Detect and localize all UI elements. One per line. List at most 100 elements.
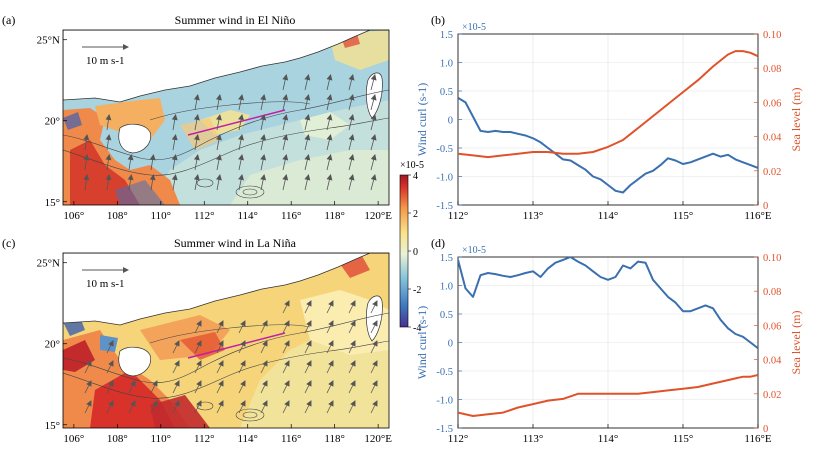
wind-vector <box>326 174 333 191</box>
wind-vector <box>106 340 114 354</box>
wind-vector <box>348 380 356 394</box>
ytick-right-label: 0 <box>763 201 768 212</box>
wind-vectors-a <box>83 74 377 191</box>
ytick-left-label: -1.0 <box>436 173 453 184</box>
wind-vector <box>260 320 268 334</box>
wind-vector <box>194 380 202 394</box>
wind-vector <box>348 400 356 414</box>
wind-vector <box>260 94 267 111</box>
wind-vector <box>216 340 224 354</box>
ytick-right-label: 0.04 <box>763 356 782 367</box>
wind-vector <box>370 114 377 131</box>
wind-vector <box>215 134 222 151</box>
map-xtick-label: 110° <box>151 210 172 222</box>
wind-vector <box>348 94 355 111</box>
wind-vector <box>238 400 246 414</box>
wind-vector <box>216 360 224 374</box>
wind-vector <box>282 174 289 191</box>
wind-vector <box>83 154 90 171</box>
ytick-right-label: 0.08 <box>763 64 781 75</box>
wind-vector <box>348 360 356 374</box>
wind-vector <box>216 380 224 394</box>
wind-vector <box>215 154 222 171</box>
wind-vector <box>83 134 90 151</box>
xtick-label: 116°E <box>744 433 771 445</box>
panel-label-b: (b) <box>431 13 445 27</box>
wind-vector <box>106 400 114 414</box>
wind-vector <box>348 154 355 171</box>
wind-vector <box>194 400 202 414</box>
wind-vector <box>127 154 134 171</box>
map-xtick-label: 110° <box>151 433 172 445</box>
ytick-left-label: -0.5 <box>436 367 453 378</box>
wind-vector <box>128 400 136 414</box>
map-xtick-label: 116° <box>281 433 302 445</box>
wind-vector <box>370 400 378 414</box>
panel-label-a: (a) <box>2 13 15 27</box>
wind-vector <box>304 360 312 374</box>
wind-vector <box>260 380 268 394</box>
wind-vector <box>326 94 333 111</box>
wind-vector <box>326 400 334 414</box>
map-xtick-label: 108° <box>107 210 128 222</box>
wind-vector <box>304 134 311 151</box>
map-xtick-label: 118° <box>324 433 345 445</box>
map-ytick-label: 25°N <box>37 35 60 47</box>
wind-vector <box>260 400 268 414</box>
hainan-island-c <box>118 346 151 377</box>
wind-vector <box>282 380 290 394</box>
wind-vector <box>260 114 267 131</box>
wind-vector <box>326 74 333 91</box>
ytick-right-label: 0.06 <box>763 321 781 332</box>
wind-vector <box>238 380 246 394</box>
ytick-left-label: -1.5 <box>436 201 453 212</box>
wind-vector <box>215 114 222 131</box>
wind-vector <box>216 320 224 334</box>
wind-vector <box>194 320 202 334</box>
xtick-label: 115° <box>673 433 694 445</box>
ytick-left-label: 1.5 <box>440 253 453 264</box>
wind-vector <box>282 400 290 414</box>
wind-vector <box>326 114 333 131</box>
panel-label-d: (d) <box>431 236 445 250</box>
map-ytick-label: 15° <box>45 197 60 209</box>
wind-vector <box>282 74 289 91</box>
map-ytick-label: 15° <box>45 420 60 432</box>
wind-vector <box>216 400 224 414</box>
wind-vector <box>238 340 246 354</box>
ytick-right-label: 0.04 <box>763 133 782 144</box>
map-xtick-label: 118° <box>324 210 345 222</box>
ytick-left-label: 1.0 <box>440 59 453 70</box>
wind-vector <box>370 340 378 354</box>
wind-vector <box>282 360 290 374</box>
xtick-label: 114° <box>598 210 619 222</box>
wind-vector <box>304 154 311 171</box>
wind-vector <box>348 320 356 334</box>
wind-vector <box>128 380 136 394</box>
wind-vector <box>304 380 312 394</box>
wind-vector <box>370 320 378 334</box>
map-xtick-label: 112° <box>194 210 215 222</box>
wind-vector <box>238 320 246 334</box>
coastline-a <box>63 30 389 103</box>
panel-label-c: (c) <box>2 236 15 250</box>
xtick-label: 112° <box>448 210 469 222</box>
wind-vector <box>370 94 377 111</box>
ytick-right-label: 0 <box>763 424 768 435</box>
colorbar-exponent: ×10-5 <box>400 160 424 171</box>
wind-vector <box>304 174 311 191</box>
transect-line-a <box>187 109 286 136</box>
map-xtick-label: 106° <box>63 210 84 222</box>
ytick-left-label: -1.0 <box>436 396 453 407</box>
wind-vector <box>172 360 180 374</box>
wind-vector <box>304 74 311 91</box>
xtick-label: 112° <box>448 433 469 445</box>
ytick-right-label: 0.10 <box>763 30 781 41</box>
map-xtick-label: 120°E <box>364 210 392 222</box>
wind-vector <box>304 400 312 414</box>
wind-vector <box>171 134 178 151</box>
wind-vector <box>194 360 202 374</box>
wind-vector <box>370 174 377 191</box>
wind-vector <box>348 114 355 131</box>
wind-vector <box>326 340 334 354</box>
